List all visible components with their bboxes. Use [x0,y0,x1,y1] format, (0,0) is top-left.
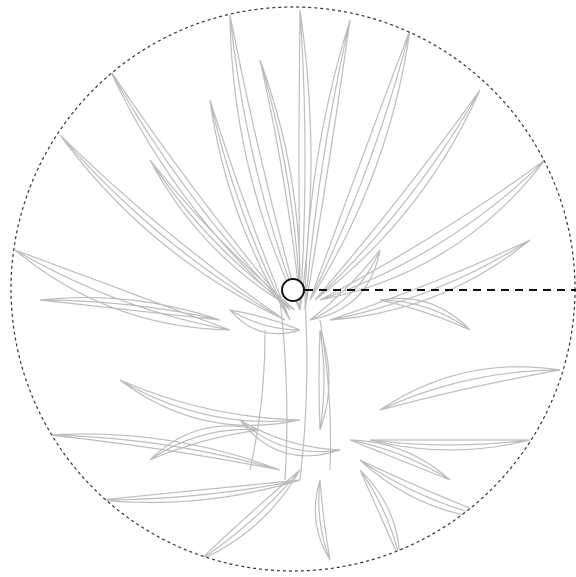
leaf [369,439,531,451]
plant [14,9,561,561]
stem [279,299,288,481]
leaf [109,69,291,311]
leaf [379,366,561,411]
leaf [314,479,331,561]
leaf [314,89,481,301]
leaf [229,14,301,311]
leaf [309,29,411,301]
leaf [259,59,301,301]
leaf [119,379,301,426]
stem [319,319,332,471]
leaf [49,433,281,471]
leaf [309,249,381,321]
leaf [304,19,351,311]
leaf [199,469,301,561]
leaf [318,329,330,431]
leaf [39,296,221,321]
leaf [209,99,291,321]
leaf [349,439,451,481]
leaf [149,425,261,461]
leaf [228,309,301,335]
leaf [329,239,531,321]
stem [299,299,308,481]
leaf [379,297,471,331]
focus-point [281,278,305,302]
stem [249,329,266,471]
leaf [99,479,301,504]
leaf [359,469,401,561]
leaf [59,134,286,321]
leaf [149,159,296,311]
